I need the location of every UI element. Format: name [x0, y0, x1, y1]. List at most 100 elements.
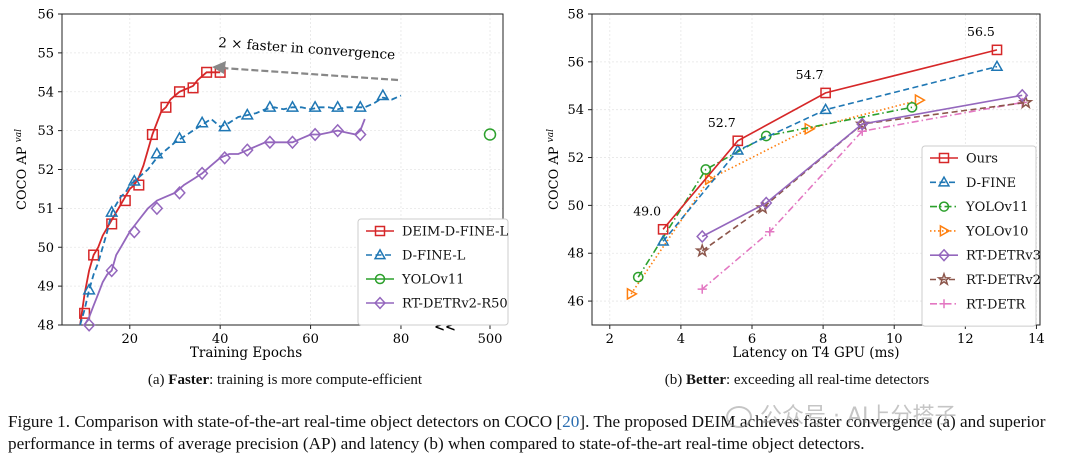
- panel-a-legend-marker-icon: [374, 296, 386, 310]
- panel-a-legend-marker-icon: [374, 273, 386, 285]
- panel-a-point-d-fine-l: [331, 100, 345, 112]
- panel-a-point-d-fine-l: [82, 282, 96, 295]
- panel-a-series-d-fine-l: [79, 88, 402, 326]
- panel-a-point-d-fine-l: [240, 108, 254, 120]
- wechat-icon: [726, 406, 752, 428]
- panel-a-ylabel: COCO AP val: [14, 129, 30, 210]
- panel-b-legend-marker-icon: [939, 299, 949, 309]
- panel-b-data-label: 54.7: [796, 67, 824, 82]
- panel-a-ytick-label: 48: [37, 319, 54, 334]
- panel-b-line-yolov11: [637, 106, 913, 278]
- panel-b-xlabel: Latency on T4 GPU (ms): [732, 345, 899, 361]
- figure-caption: Figure 1. Comparison with state-of-the-a…: [8, 411, 1074, 455]
- panel-a-series-rt-detrv2-r50: [82, 118, 367, 332]
- subcaption-b-prefix: (b): [664, 372, 683, 388]
- subcaption-a: (a) Faster: training is more compute-eff…: [115, 372, 455, 389]
- panel-b-point-rt-detrv3: [760, 196, 773, 210]
- panel-a-legend-item-deim-d-fine-l: DEIM-D-FINE-L: [366, 225, 508, 240]
- caption-reference-link[interactable]: 20: [562, 412, 580, 431]
- panel-a-point-deim-d-fine-l: [201, 66, 213, 78]
- panel-b-series-rt-detrv3: [696, 88, 1029, 244]
- panel-b-point-ours: [732, 135, 744, 147]
- panel-b-point-rt-detr: [765, 227, 775, 237]
- panel-b-legend-item-yolov10: YOLOv10: [930, 224, 1028, 239]
- panel-a-legend-item-d-fine-l: D-FINE-L: [366, 248, 466, 264]
- panel-b-legend-item-rt-detr: RT-DETR: [930, 297, 1027, 312]
- panel-a-ytick-label: 54: [37, 85, 54, 100]
- panel-b-xtick-label: 4: [677, 332, 685, 347]
- panel-b-legend-label: Ours: [966, 152, 998, 167]
- panel-b-point-rt-detrv3: [696, 229, 709, 244]
- panel-a-ytick-label: 52: [37, 163, 54, 178]
- panel-a-ytick-label: 55: [37, 46, 54, 61]
- panel-b-point-yolov11: [700, 164, 712, 175]
- panel-a-legend-marker-icon: [374, 225, 386, 237]
- panel-b-point-d-fine: [819, 102, 832, 115]
- panel-a-point-d-fine-l: [308, 100, 322, 112]
- panel-b-point-d-fine: [731, 143, 745, 155]
- panel-a-point-d-fine-l: [105, 205, 119, 217]
- panel-a-point-deim-d-fine-l: [88, 249, 100, 261]
- panel-a-ytick-label: 56: [37, 8, 54, 23]
- panel-b-legend-marker-icon: [938, 152, 950, 164]
- panel-b-xtick-label: 8: [819, 332, 827, 347]
- panel-a-point-rt-detrv2-r50: [82, 318, 96, 332]
- panel-b-ytick-label: 46: [567, 295, 584, 310]
- panel-b-line-rt-detr: [701, 101, 1023, 290]
- panel-a-ytick-label: 51: [37, 202, 54, 217]
- watermark: 公众号 · AI上分搭子: [726, 398, 1071, 429]
- panel-a-point-rt-detrv2-r50: [308, 127, 322, 142]
- panel-a-point-rt-detrv2-r50: [173, 185, 186, 200]
- panel-b-ytick-label: 54: [567, 103, 584, 118]
- panel-a-point-deim-d-fine-l: [146, 128, 158, 141]
- panel-a-point-rt-detrv2-r50: [263, 135, 277, 150]
- panel-a-point-deim-d-fine-l: [173, 86, 186, 98]
- panel-b-point-yolov11: [632, 271, 644, 283]
- panel-a-line-deim-d-fine-l: [79, 71, 221, 326]
- panel-a-line-d-fine-l: [79, 94, 402, 326]
- panel-b-point-yolov11: [906, 101, 918, 113]
- subcaption-b-bold: Better: [686, 372, 726, 388]
- panel-b-point-rt-detrv2: [755, 199, 771, 215]
- panel-a-point-rt-detrv2-r50: [286, 135, 299, 150]
- panel-b-legend-marker-icon: [937, 175, 951, 187]
- panel-b-legend-box: [921, 145, 1037, 327]
- panel-a-annotation: 2 × faster in convergence: [212, 35, 399, 82]
- panel-a-legend-marker-icon: [373, 248, 387, 260]
- panel-b-xtick-label: 14: [1028, 332, 1045, 347]
- panel-b-point-yolov11: [760, 130, 772, 142]
- panel-a-legend-label: DEIM-D-FINE-L: [402, 225, 508, 240]
- panel-a-line-rt-detrv2-r50: [83, 118, 366, 326]
- panel-b-ylabel: COCO AP val: [546, 129, 562, 210]
- panel-b-data-label: 52.7: [708, 115, 736, 130]
- panel-b-point-d-fine: [990, 59, 1004, 72]
- panel-b-point-yolov10: [914, 93, 926, 107]
- panel-a-xtick-label: 40: [212, 332, 229, 347]
- subcaption-b: (b) Better: exceeding all real-time dete…: [627, 372, 967, 389]
- panel-a-point-rt-detrv2-r50: [241, 143, 254, 157]
- panel-a-ylabel-sup: val: [14, 129, 24, 142]
- panel-b-legend-item-yolov11: YOLOv11: [930, 200, 1028, 215]
- panel-b-legend-item-rt-detrv3: RT-DETRv3: [930, 248, 1041, 264]
- panel-b-line-yolov10: [630, 99, 920, 295]
- panel-b-point-ours: [991, 44, 1003, 56]
- panel-b-line-rt-detrv3: [701, 94, 1023, 238]
- panel-a-annotation-arrow: [221, 66, 399, 82]
- panel-a-ytick-label: 50: [37, 241, 54, 256]
- panel-b-legend-label: YOLOv11: [965, 200, 1028, 215]
- panel-a-point-rt-detrv2-r50: [105, 263, 119, 278]
- panel-a-point-rt-detrv2-r50: [353, 127, 367, 142]
- panel-a-point-yolov11: [483, 128, 497, 141]
- panel-a-point-rt-detrv2-r50: [331, 123, 344, 138]
- panel-b-ylabel-sup: val: [546, 129, 556, 142]
- subcaption-a-prefix: (a): [147, 372, 165, 388]
- panel-b-ytick-label: 48: [567, 247, 584, 262]
- panel-b-legend-label: D-FINE: [966, 176, 1016, 191]
- panel-b-legend-marker-icon: [938, 201, 950, 212]
- panel-a-legend-item-rt-detrv2-r50: RT-DETRv2-R50: [366, 296, 508, 312]
- panel-a-point-d-fine-l: [285, 100, 300, 112]
- panel-a-point-deim-d-fine-l: [119, 195, 131, 207]
- panel-a-annotation-arrowhead: [212, 61, 226, 74]
